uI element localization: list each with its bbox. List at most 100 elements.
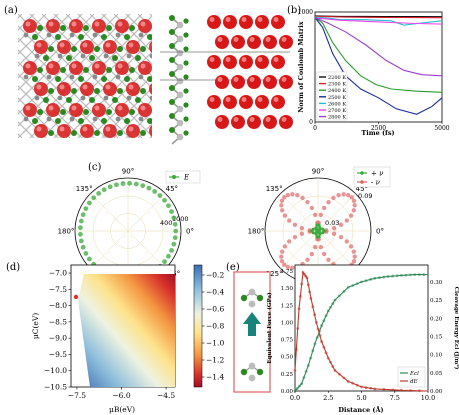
chart-c-right-point-neg (309, 251, 315, 257)
chart-e-point-0 (351, 284, 355, 287)
chart-c-right-point-neg (352, 254, 357, 259)
chart-e-point-0 (322, 319, 326, 322)
chart-c-right-point-neg (344, 218, 350, 223)
chart-e-point-1 (320, 340, 323, 344)
chart-c-right-point-pos (314, 232, 318, 236)
chart-e-ylabel-right: Cleavage Energy Ecl (J/m²) (453, 287, 459, 370)
chart-e-xtick-label: 2.5 (323, 394, 333, 402)
panel-label-b: (b) (287, 5, 301, 16)
chart-d-xlabel: μB(eV) (109, 405, 135, 414)
chart-c-right-point-neg (326, 257, 331, 263)
chart-c-right-point-pos (317, 235, 321, 239)
chart-e-point-0 (331, 302, 335, 305)
chart-e: 0.0 2.5 5.0 7.5 10.00.000.250.500.751.001.25… (266, 264, 459, 414)
chart-c-left-point (169, 248, 174, 253)
chart-c-left-point (107, 184, 113, 190)
chart-c-left-angle-tick: 0° (186, 228, 194, 236)
cleavage-illustration (233, 271, 271, 393)
chart-c-right-grid-spoke (317, 230, 356, 269)
chart-e-point-0 (422, 273, 426, 277)
colorbar-tick-label: −1.4 (206, 373, 224, 382)
chart-c-right-point-neg (280, 208, 285, 213)
chart-e-point-1 (314, 321, 318, 324)
panel-label-d: (d) (6, 262, 20, 273)
chart-c-right-point-neg (348, 244, 354, 249)
chart-c-right-point-pos (314, 228, 319, 232)
chart-c-left-point (127, 180, 133, 186)
chart-e-point-0 (386, 275, 390, 278)
chart-c-right-point-neg (280, 249, 285, 254)
chart-e-legend-box (397, 366, 426, 388)
chart-e-point-0 (295, 387, 299, 390)
chart-e-point-1 (305, 276, 309, 280)
chart-c-left-point (91, 195, 97, 201)
chart-c-right-point-neg (292, 222, 298, 228)
chart-c-right-point-neg (290, 192, 295, 197)
chart-e-point-1 (329, 360, 332, 364)
chart-c-right-point-neg (299, 231, 305, 237)
chart-c-right-point-neg (338, 222, 344, 228)
chart-c-right-legend-label: + ν (371, 170, 384, 178)
chart-c-right-point-neg (351, 249, 356, 254)
separation-arrow-icon (243, 312, 261, 336)
chart-e-point-0 (333, 298, 337, 302)
chart-b-legend-label: 2600 K (328, 101, 346, 107)
chart-c-right-point-neg (331, 225, 337, 231)
chart-c-right-point-neg (318, 244, 324, 250)
chart-e-point-1 (326, 356, 330, 360)
chart-e-ytick-right: 0.25 (430, 298, 443, 304)
colorbar-tick-label: −0.8 (206, 322, 224, 331)
structure-atom-layer (207, 15, 293, 129)
chart-e-point-1 (298, 294, 302, 298)
chart-c-right-point-pos (321, 231, 325, 235)
structure-top-view (18, 14, 152, 138)
chart-e-point-0 (324, 314, 328, 318)
chart-c-left-point (78, 238, 84, 244)
chart-c-left-point (87, 256, 92, 262)
chart-c-right-angle-tick: 0° (376, 228, 384, 236)
chart-e-point-1 (333, 369, 337, 372)
chart-e-point-0 (382, 275, 386, 279)
chart-c-left-rtick: 1000 (172, 215, 189, 223)
chart-c-right-legend-marker (360, 171, 364, 175)
chart-c-right-point-neg (344, 239, 350, 244)
chart-e-point-1 (318, 334, 322, 337)
chart-b-ytick-label: 0 (309, 119, 313, 126)
chart-b-ytick-label: 1000 (298, 9, 313, 16)
chart-e-point-1 (369, 386, 372, 390)
chart-c-left-point (146, 185, 152, 191)
chart-d-ytick-label: −8.0 (49, 301, 67, 310)
chart-e-point-0 (298, 384, 301, 388)
panel-label-c: (c) (88, 162, 102, 173)
chart-e-legend-label: Ecl (409, 371, 419, 377)
chart-d-ytick-label: −7.0 (49, 269, 67, 278)
chart-e-point-0 (404, 273, 408, 277)
chart-e-ytick-left: 0.50 (281, 355, 294, 361)
chart-e-point-1 (360, 385, 363, 389)
chart-e-point-0 (346, 285, 350, 289)
chart-e-point-0 (309, 356, 312, 360)
chart-c-left-point (172, 221, 178, 227)
chart-e-ylabel-left: Equivalent Force (GPa) (266, 292, 273, 364)
panel-label-a: (a) (4, 5, 18, 16)
chart-c-left-point (171, 215, 177, 221)
chart-e-point-0 (391, 274, 395, 278)
chart-c-right-point-neg (336, 193, 341, 198)
chart-d-ytick-label: −10.5 (44, 383, 67, 392)
chart-c-left-point (80, 212, 86, 218)
chart-e-point-0 (395, 274, 399, 278)
chart-c-right-point-neg (331, 231, 337, 237)
chart-e-ytick-right: 0.10 (430, 353, 443, 359)
chart-b-series-6 (314, 16, 443, 77)
chart-c-left-point (114, 182, 119, 188)
colorbar-tick-label: −1.2 (206, 356, 224, 365)
chart-b-series-2 (314, 17, 443, 93)
chart-e-point-0 (311, 349, 315, 353)
chart-b-legend-label: 2500 K (328, 95, 346, 101)
stability-region (78, 274, 175, 387)
chart-e-point-0 (417, 273, 421, 277)
chart-c-right-point-neg (331, 195, 336, 201)
chart-e-point-0 (304, 369, 308, 373)
chart-e-point-0 (306, 364, 310, 367)
